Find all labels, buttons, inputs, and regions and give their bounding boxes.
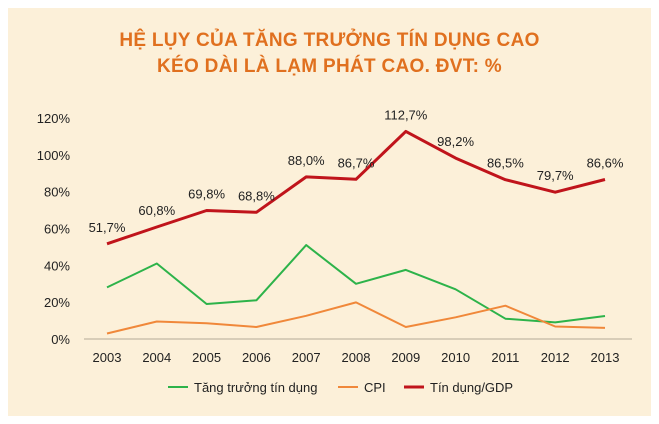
series-line-2 — [106, 301, 606, 335]
y-tick-label: 120% — [37, 111, 71, 126]
data-label: 86,5% — [487, 156, 524, 171]
data-label: 88,0% — [288, 153, 325, 168]
data-label: 112,7% — [384, 107, 428, 122]
y-tick-label: 20% — [44, 295, 70, 310]
x-tick-label: 2005 — [192, 350, 221, 365]
series-line-3 — [106, 129, 606, 246]
data-label: 79,7% — [537, 168, 574, 183]
x-tick-label: 2012 — [541, 350, 570, 365]
data-label: 98,2% — [437, 134, 474, 149]
legend-label-2: CPI — [364, 380, 386, 395]
y-tick-label: 60% — [44, 222, 70, 237]
legend-label-3: Tín dụng/GDP — [430, 380, 513, 395]
x-tick-label: 2013 — [591, 350, 620, 365]
data-label: 86,7% — [338, 155, 375, 170]
y-tick-label: 40% — [44, 258, 70, 273]
x-tick-label: 2011 — [491, 350, 519, 365]
legend-label-1: Tăng trưởng tín dụng — [194, 380, 317, 395]
data-label: 69,8% — [188, 186, 225, 201]
chart-panel — [8, 8, 651, 416]
data-label: 86,6% — [587, 156, 624, 171]
data-label: 60,8% — [138, 203, 175, 218]
chart-title-line1: HỆ LỤY CỦA TĂNG TRƯỞNG TÍN DỤNG CAO — [119, 30, 540, 51]
x-tick-label: 2008 — [342, 350, 371, 365]
x-tick-label: 2009 — [391, 350, 420, 365]
y-tick-label: 0% — [51, 332, 70, 347]
x-tick-label: 2006 — [242, 350, 271, 365]
series-line-1 — [106, 244, 606, 324]
data-label: 51,7% — [89, 220, 126, 235]
x-tick-label: 2003 — [93, 350, 122, 365]
chart-title-line2: KÉO DÀI LÀ LẠM PHÁT CAO. ĐVT: % — [157, 56, 502, 77]
x-tick-label: 2007 — [292, 350, 321, 365]
data-label: 68,8% — [238, 188, 275, 203]
y-tick-label: 100% — [37, 148, 71, 163]
x-tick-label: 2004 — [142, 350, 171, 365]
y-tick-label: 80% — [44, 185, 70, 200]
x-tick-label: 2010 — [441, 350, 470, 365]
